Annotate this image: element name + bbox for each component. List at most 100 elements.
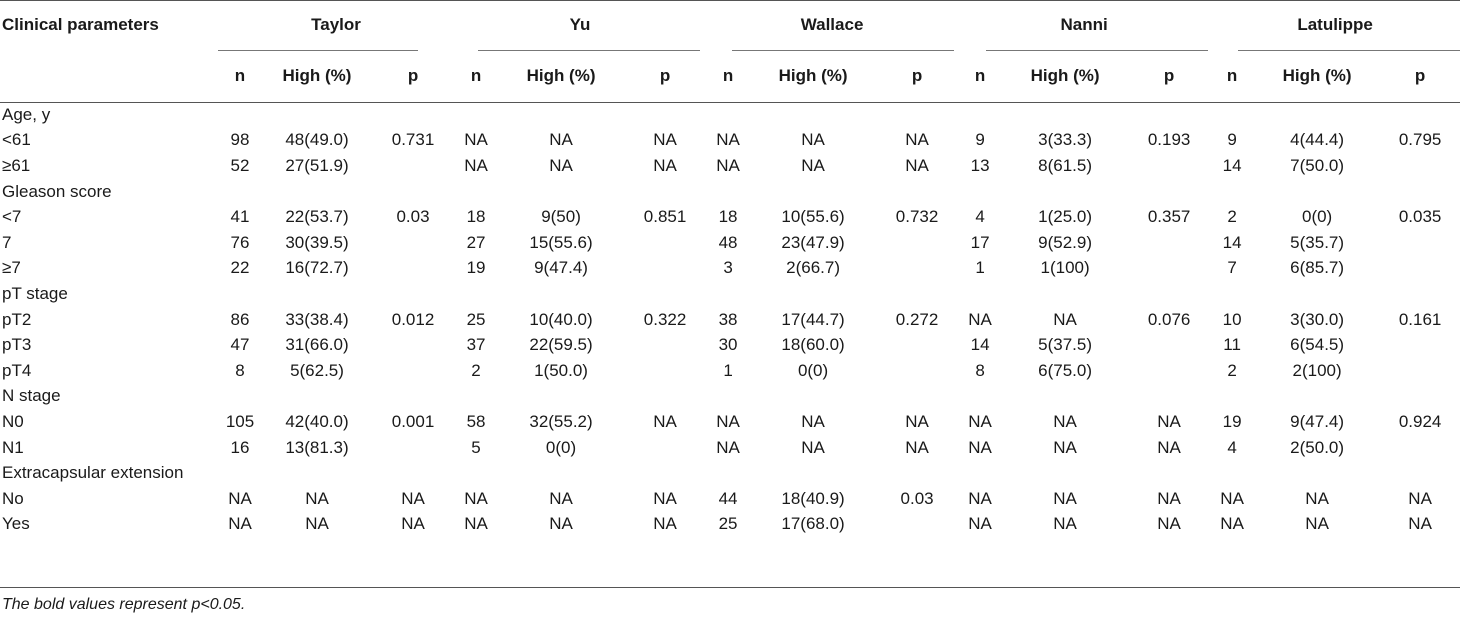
- nanni-group-rule: [986, 50, 1208, 51]
- table-cell: NA: [464, 155, 488, 175]
- table-cell: [372, 230, 454, 256]
- group-label: Age, y: [2, 104, 51, 124]
- table-cell: 27(51.9): [285, 155, 349, 175]
- table-cell: 9: [975, 130, 985, 150]
- table-cell: 98: [230, 130, 250, 150]
- table-cell: 4(44.4): [1290, 130, 1345, 150]
- table-cell: 32(55.2): [529, 411, 593, 431]
- row-label: pT3: [2, 335, 32, 355]
- table-cell: 2(50.0): [1290, 437, 1345, 457]
- table-cell: [876, 230, 958, 256]
- subheader-high-pct: High (%): [282, 66, 352, 85]
- table-row: Yes NA NA NA NA NA NA 25 17(68.0) NA NA NA NA NA NA: [0, 512, 1460, 538]
- table-cell: 0.035: [1398, 207, 1442, 227]
- table-cell: [372, 358, 454, 384]
- subheader-p: p: [659, 66, 671, 85]
- table-cell: 9(47.4): [534, 258, 588, 278]
- table-cell: NA: [1053, 411, 1077, 431]
- table-cell: NA: [401, 488, 425, 508]
- row-label: No: [2, 488, 24, 508]
- table-cell: NA: [464, 488, 488, 508]
- table-cell: 23(47.9): [781, 232, 845, 252]
- table-top-rule: [0, 0, 1460, 1]
- table-cell: [1380, 332, 1460, 358]
- table-cell: 76: [230, 232, 250, 252]
- table-cell: 0.924: [1398, 411, 1442, 431]
- table-cell: NA: [716, 155, 740, 175]
- table-cell: 3(33.3): [1038, 130, 1093, 150]
- subheader-n: n: [234, 66, 246, 85]
- table-cell: [876, 256, 958, 282]
- table-cell: 0.161: [1398, 309, 1442, 329]
- table-cell: NA: [801, 437, 825, 457]
- table-cell: 7: [1227, 258, 1237, 278]
- table-cell: 14: [1222, 155, 1242, 175]
- row-label: N0: [2, 411, 24, 431]
- table-cell: 0.012: [391, 309, 435, 329]
- table-cell: NA: [905, 155, 929, 175]
- table-cell: 0.322: [643, 309, 687, 329]
- table-cell: [624, 256, 706, 282]
- table-cell: [1128, 153, 1210, 179]
- table-cell: 2(100): [1292, 360, 1342, 380]
- table-cell: NA: [716, 437, 740, 457]
- table-cell: 7(50.0): [1290, 155, 1345, 175]
- table-cell: 1(50.0): [534, 360, 588, 380]
- table-cell: NA: [549, 155, 573, 175]
- table-cell: [876, 512, 958, 538]
- subheader-n: n: [974, 66, 986, 85]
- subheader-p: p: [1414, 66, 1426, 85]
- table-cell: 2(66.7): [786, 258, 840, 278]
- table-cell: NA: [1408, 514, 1432, 534]
- table-cell: 37: [466, 335, 486, 355]
- table-cell: 18: [466, 207, 486, 227]
- table-cell: 0.851: [643, 207, 687, 227]
- table-cell: 10(40.0): [529, 309, 593, 329]
- table-cell: 6(85.7): [1290, 258, 1345, 278]
- table-cell: NA: [1157, 488, 1181, 508]
- table-cell: 10: [1222, 309, 1242, 329]
- table-row: pT3 47 31(66.0) 37 22(59.5) 30 18(60.0) 14 5(37.…: [0, 332, 1460, 358]
- table-cell: [372, 332, 454, 358]
- table-row: N1 16 13(81.3) 5 0(0) NA NA NA NA NA NA 4 2(50.0): [0, 435, 1460, 461]
- table-cell: [876, 358, 958, 384]
- row-label: ≥7: [2, 258, 21, 278]
- row-label: <7: [2, 207, 22, 227]
- table-cell: 2: [1227, 207, 1237, 227]
- table-cell: 8(61.5): [1038, 155, 1093, 175]
- table-cell: 3: [723, 258, 733, 278]
- table-cell: NA: [716, 130, 740, 150]
- table-cell: NA: [653, 155, 677, 175]
- table-cell: 5: [471, 437, 481, 457]
- table-cell: 17(44.7): [781, 309, 845, 329]
- table-cell: [1380, 358, 1460, 384]
- table-cell: 17(68.0): [781, 514, 845, 534]
- table-cell: [1128, 358, 1210, 384]
- table-cell: 5(35.7): [1290, 232, 1345, 252]
- table-cell: [624, 358, 706, 384]
- table-cell: 48(49.0): [285, 130, 349, 150]
- table-cell: 6(54.5): [1290, 335, 1345, 355]
- table-cell: NA: [549, 130, 573, 150]
- group-label: Gleason score: [2, 181, 112, 201]
- table-cell: NA: [305, 514, 329, 534]
- row-label: <61: [2, 130, 31, 150]
- table-row: 7 76 30(39.5) 27 15(55.6) 48 23(47.9) 17 9(52.9)…: [0, 230, 1460, 256]
- table-cell: NA: [905, 130, 929, 150]
- table-row: pT2 86 33(38.4) 0.012 25 10(40.0) 0.322 38 17(44…: [0, 307, 1460, 333]
- table-cell: [1128, 332, 1210, 358]
- table-cell: NA: [1053, 437, 1077, 457]
- table-cell: 18(60.0): [781, 335, 845, 355]
- group-label: N stage: [2, 386, 61, 406]
- table-cell: NA: [1305, 514, 1329, 534]
- table-cell: NA: [1220, 488, 1244, 508]
- table-cell: 2: [471, 360, 481, 380]
- table-cell: 8: [235, 360, 245, 380]
- footnote: The bold values represent p<0.05.: [2, 596, 246, 613]
- table-cell: 9(47.4): [1290, 411, 1345, 431]
- dataset-header-latulippe: Latulippe: [1297, 15, 1373, 34]
- header-bottom-rule: [0, 102, 1460, 103]
- table-cell: NA: [801, 155, 825, 175]
- table-cell: 4: [1227, 437, 1237, 457]
- row-label: ≥61: [2, 155, 31, 175]
